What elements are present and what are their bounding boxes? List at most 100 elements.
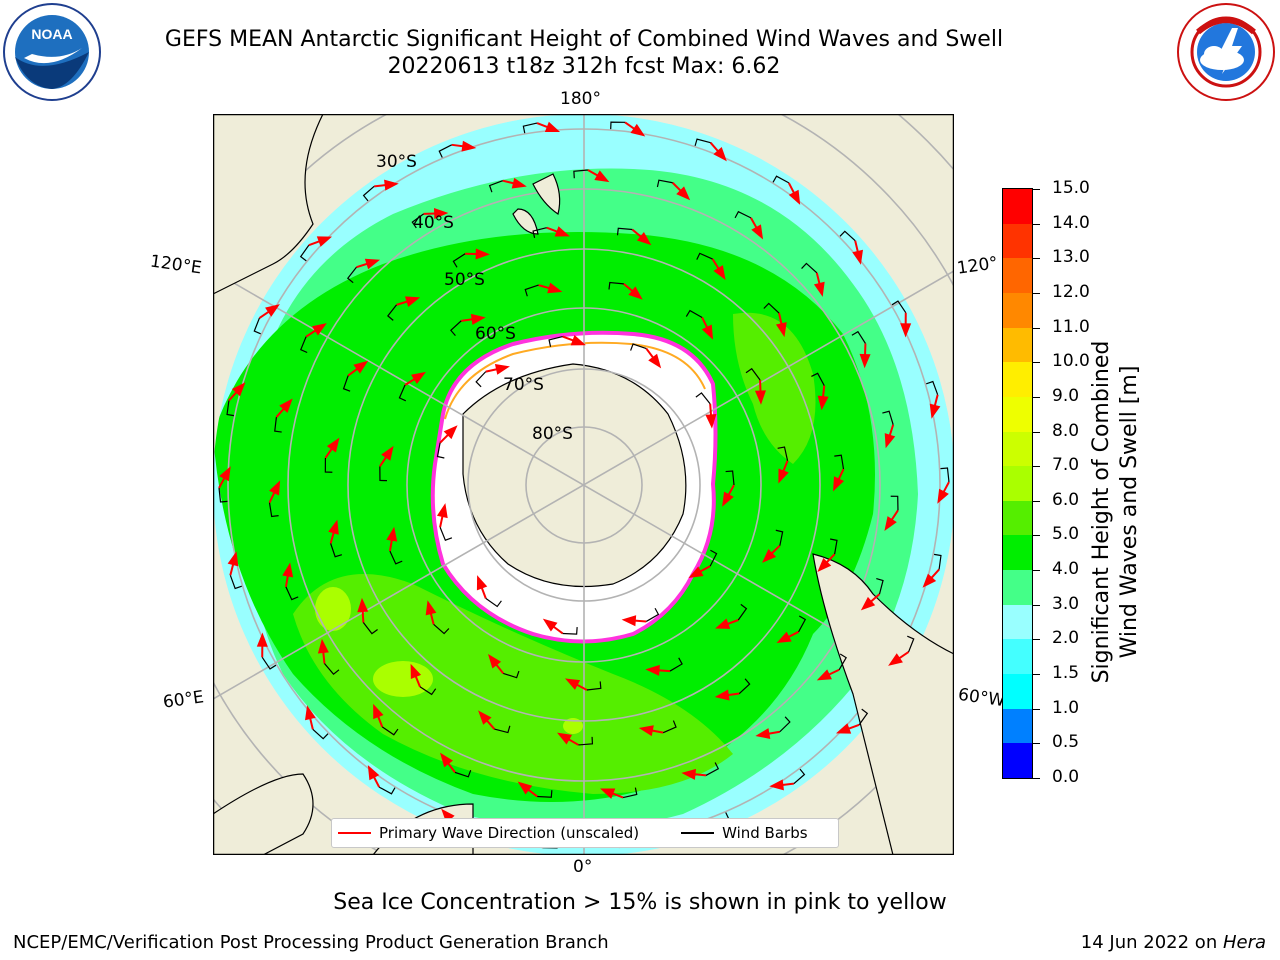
colorbar-segment [1003,465,1032,501]
wind-barb [839,230,856,242]
wave-arrow-head [817,395,829,411]
wave-arrow-head [705,414,717,429]
colorbar-tick [1033,639,1040,641]
wave-arrow-head [381,445,394,461]
lat-label-70s: 70°S [503,375,544,395]
wave-arrow-head [282,562,294,578]
wave-arrow-head [364,258,381,270]
wave-arrow-head [517,781,533,795]
wind-barb [801,262,818,274]
wave-arrow-head [265,304,280,317]
lon-label-60w: 60°W [956,684,1007,712]
wind-barb [734,210,752,219]
colorbar-tick [1033,466,1040,468]
wind-barb [503,670,520,679]
wind-barb [685,309,703,318]
wind-barb [494,725,511,734]
wind-barb [793,768,806,785]
lon-label-180: 180° [560,89,601,109]
wave-arrow-head [722,491,734,507]
lon-label-120w: 120° [955,253,1000,279]
lat-label-60s: 60°S [475,324,516,344]
lat-label-80s: 80°S [532,424,573,444]
wind-barb [738,678,751,694]
wave-direction-arrows [218,121,950,849]
wave-arrow-head [922,573,937,588]
wave-arrow-head [813,281,825,297]
wind-barb [890,495,899,511]
wave-arrow-head [681,768,697,780]
wave-arrow-head [835,723,852,734]
wind-barb [379,466,387,482]
new-zealand [532,173,561,215]
wave-arrow-head [410,663,422,680]
colorbar-tick [1033,223,1040,225]
footer-org: NCEP/EMC/Verification Post Processing Pr… [13,932,609,953]
wave-arrow-head [884,433,896,449]
colorbar-segment [1003,534,1032,571]
africa-tip [213,773,314,855]
wind-barb [436,442,445,459]
legend-entry-wave: Primary Wave Direction (unscaled) [332,824,639,842]
wind-barb [775,529,784,546]
colorbar-tick [1033,708,1040,710]
wind-barb [387,304,397,321]
colorbar-segment [1003,673,1032,709]
wave-arrow-head [929,403,941,419]
wave-arrow-head [305,705,316,721]
wave-arrow-head [788,189,801,205]
colorbar-segment [1003,604,1032,640]
legend-entry-wind: Wind Barbs [675,824,808,842]
colorbar-tick-label: 0.5 [1052,732,1080,753]
colorbar-tick [1033,292,1040,294]
wind-barb [891,300,907,314]
lat-label-30s: 30°S [376,152,417,172]
wind-barb [662,720,677,734]
wind-barb [438,144,453,158]
wave-arrow-head [317,638,329,654]
colorbar [1002,188,1033,779]
wind-barb [433,623,450,635]
wind-barb [411,213,424,229]
wind-barb [709,549,718,567]
wind-barb [524,284,539,297]
wave-arrow-head [648,353,662,369]
wave-arrow-head [778,468,789,484]
wind-barb [324,458,333,473]
wave-arrow-head [433,208,449,220]
noaa-logo-text: NOAA [31,26,72,42]
wind-barb [705,762,720,776]
colorbar-tick-label: 9.0 [1052,385,1080,406]
colorbar-segment [1003,188,1032,224]
colorbar-tick-label: 1.5 [1052,663,1080,684]
wave-arrow-head [565,678,581,690]
colorbar-tick [1033,396,1040,398]
colorbar-segment [1003,708,1032,744]
colorbar-tick [1033,743,1040,745]
colorbar-tick [1033,778,1040,779]
wave-arrow-head [769,779,784,791]
wave-arrow-head [776,631,792,644]
colorbar-segment [1003,569,1032,605]
colorbar-tick [1033,189,1040,190]
wave-arrow-head [386,526,398,542]
wind-barb [381,726,399,736]
wave-arrow-head [316,236,333,247]
wind-barb [229,575,242,590]
colorbar-tick-label: 11.0 [1052,316,1090,337]
wave-arrow-head [816,669,832,681]
wind-barb [312,728,329,740]
wave-arrow-head [544,121,561,133]
wave-arrow-head [425,600,437,616]
wind-barb [562,627,578,635]
lon-label-0: 0° [573,857,593,877]
wind-barb [299,244,310,262]
wave-arrow-head [630,123,646,137]
map-legend: Primary Wave Direction (unscaled) Wind B… [331,818,839,848]
colorbar-tick-label: 13.0 [1052,247,1090,268]
wave-arrow-head [570,335,586,346]
wave-arrow-head [713,147,727,162]
wave-arrow-head [554,226,570,237]
colorbar-tick-label: 10.0 [1052,351,1090,372]
colorbar-segment [1003,361,1032,397]
